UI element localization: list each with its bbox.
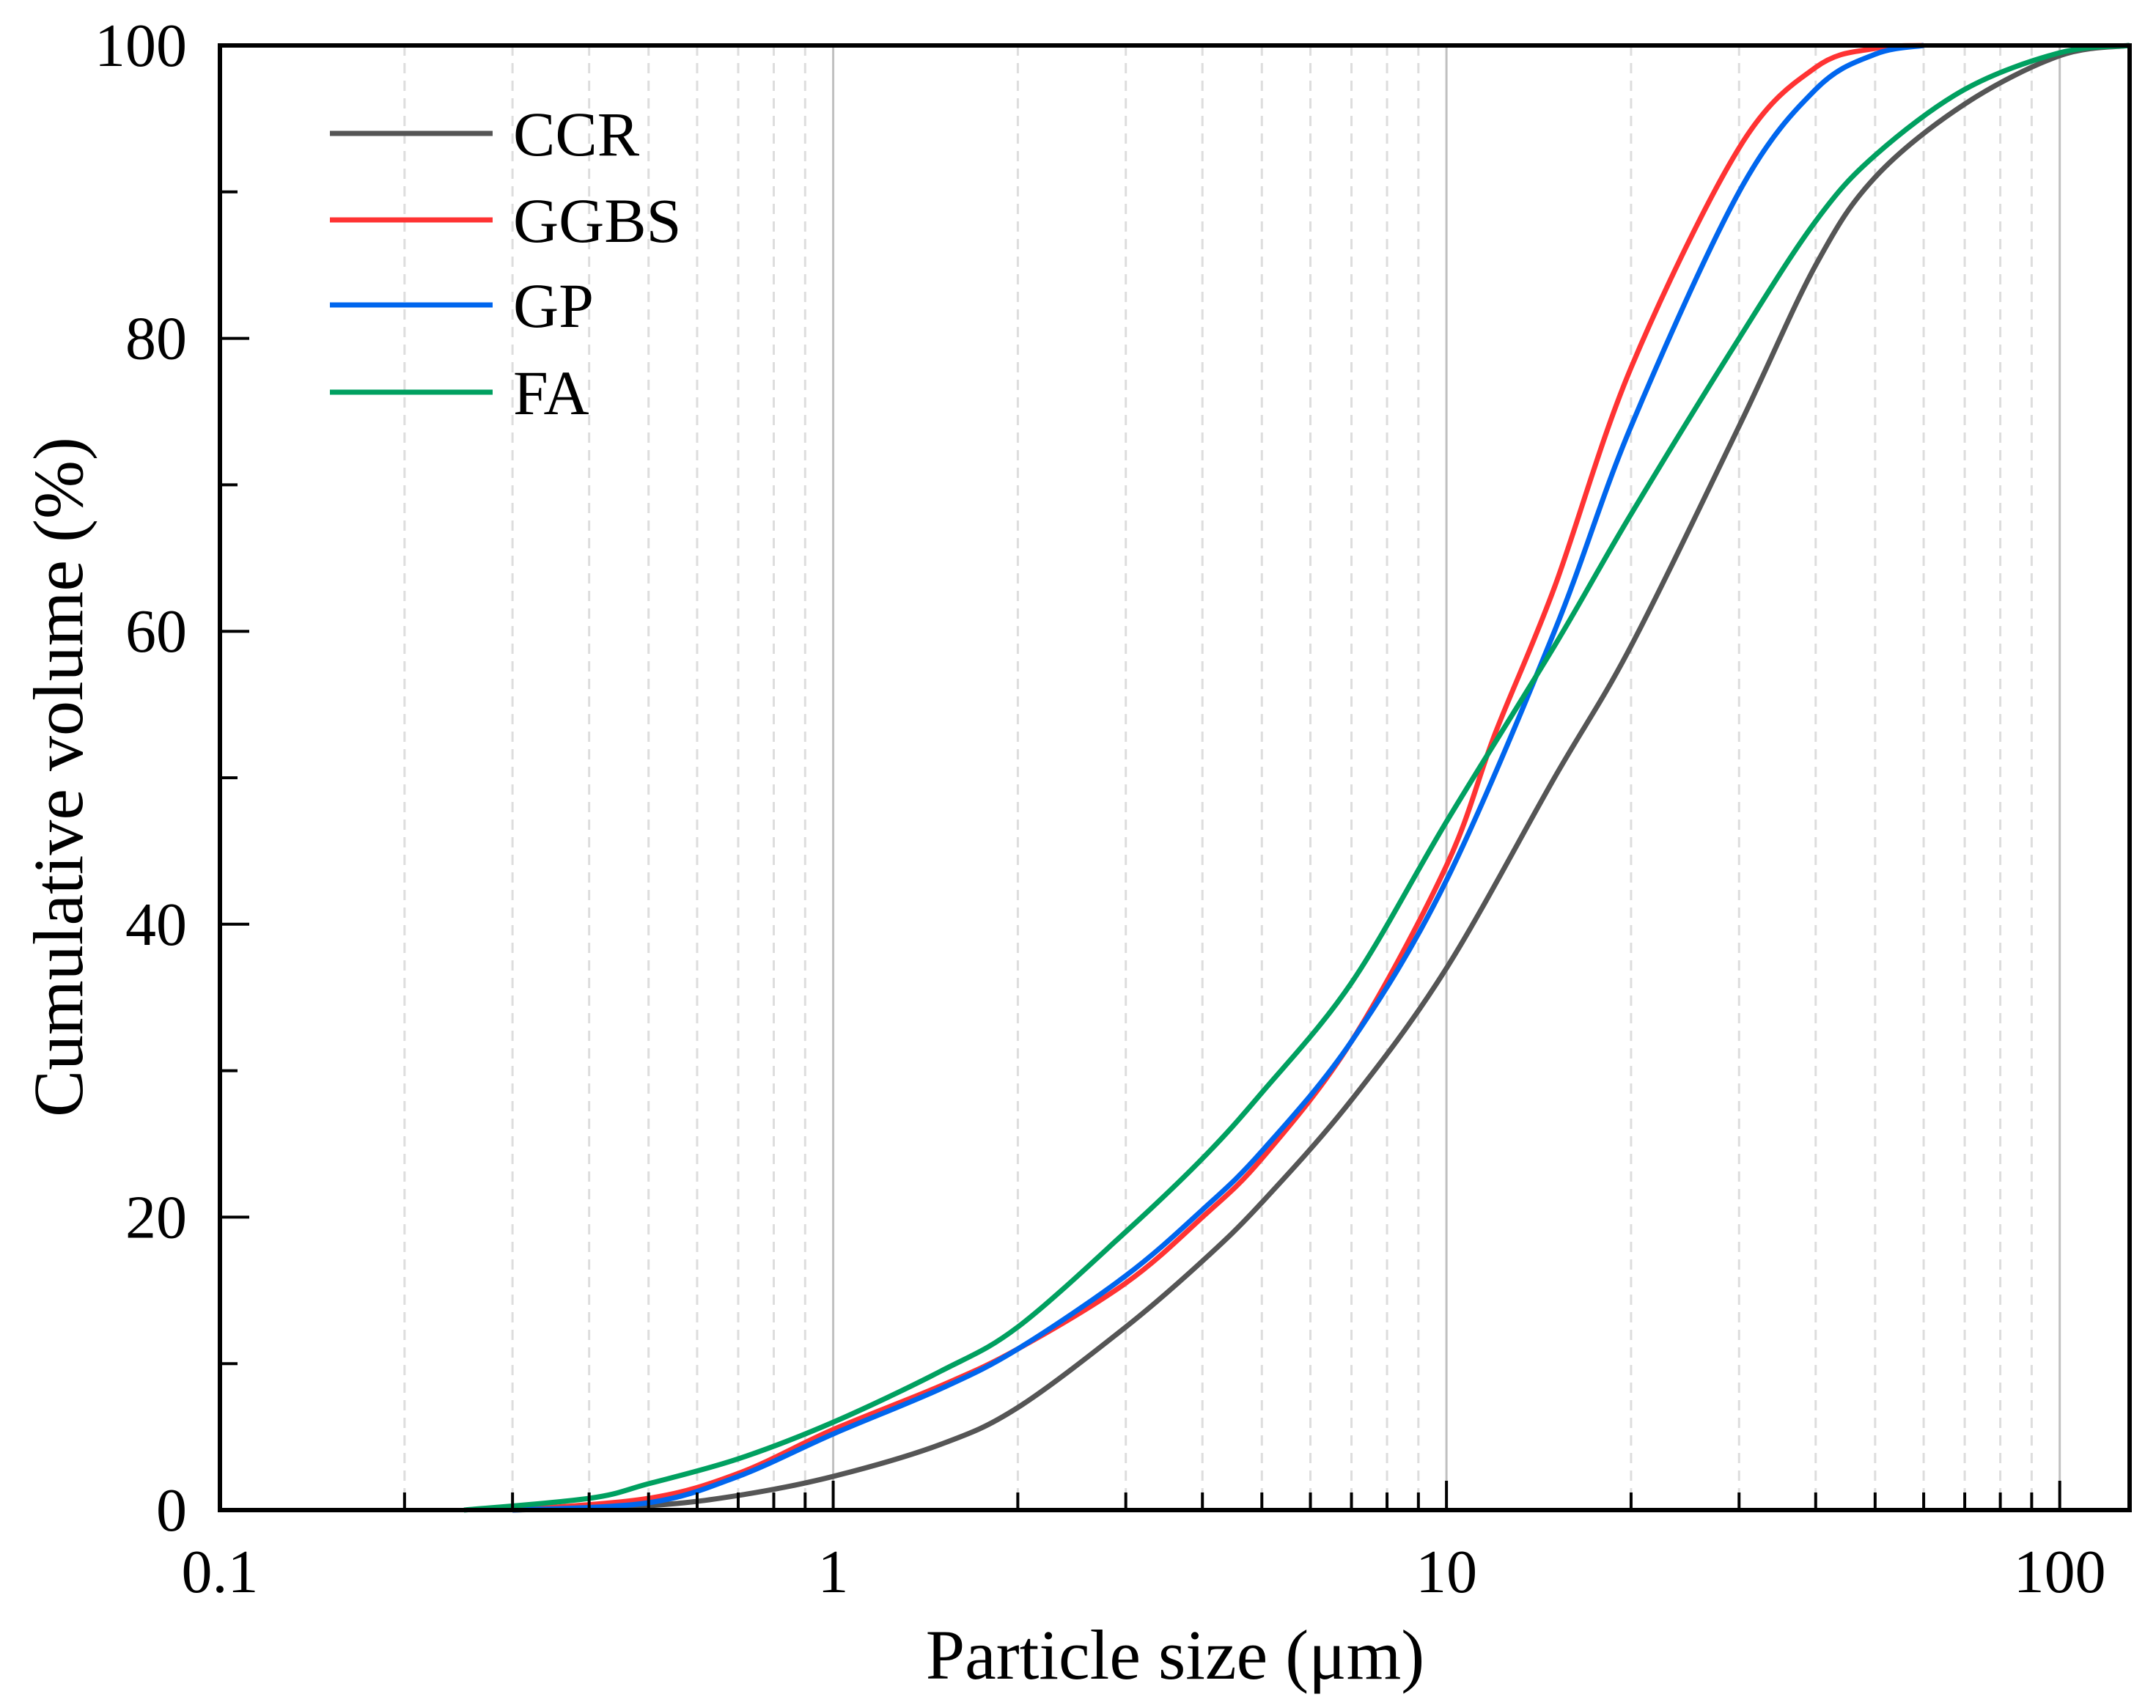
grid [403,45,2061,1510]
series-lines [463,43,2130,1513]
plot-frame [218,43,2132,1512]
series-line-fa [463,43,2130,1513]
y-tick-label: 40 [125,891,187,959]
y-tick-label: 20 [125,1183,187,1251]
y-tick-label: 60 [125,597,187,666]
y-tick-label: 100 [95,12,187,80]
legend: CCR GGBS GP FA [330,99,681,428]
x-tick-label: 100 [2014,1538,2106,1606]
legend-item-ccr: CCR [330,99,640,169]
ticks: 0.1 1 10 100 0 20 40 60 80 100 [95,12,2106,1606]
y-tick-label: 80 [125,305,187,373]
legend-label: GGBS [513,185,681,256]
series-line-ggbs [512,43,1924,1513]
x-axis-label: Particle size (μm) [926,1616,1425,1694]
legend-item-fa: FA [330,358,589,428]
x-tick-label: 1 [818,1538,849,1606]
y-tick-label: 0 [156,1476,187,1545]
legend-label: GP [513,270,594,341]
legend-label: CCR [513,99,640,169]
legend-item-gp: GP [330,270,594,341]
x-tick-label: 10 [1416,1538,1477,1606]
series-line-gp [512,43,1924,1513]
x-tick-label: 0.1 [182,1538,259,1606]
series-line-ccr [512,43,2130,1513]
legend-label: FA [513,358,589,428]
legend-item-ggbs: GGBS [330,185,681,256]
y-axis-label: Cumulative volume (%) [19,437,98,1117]
